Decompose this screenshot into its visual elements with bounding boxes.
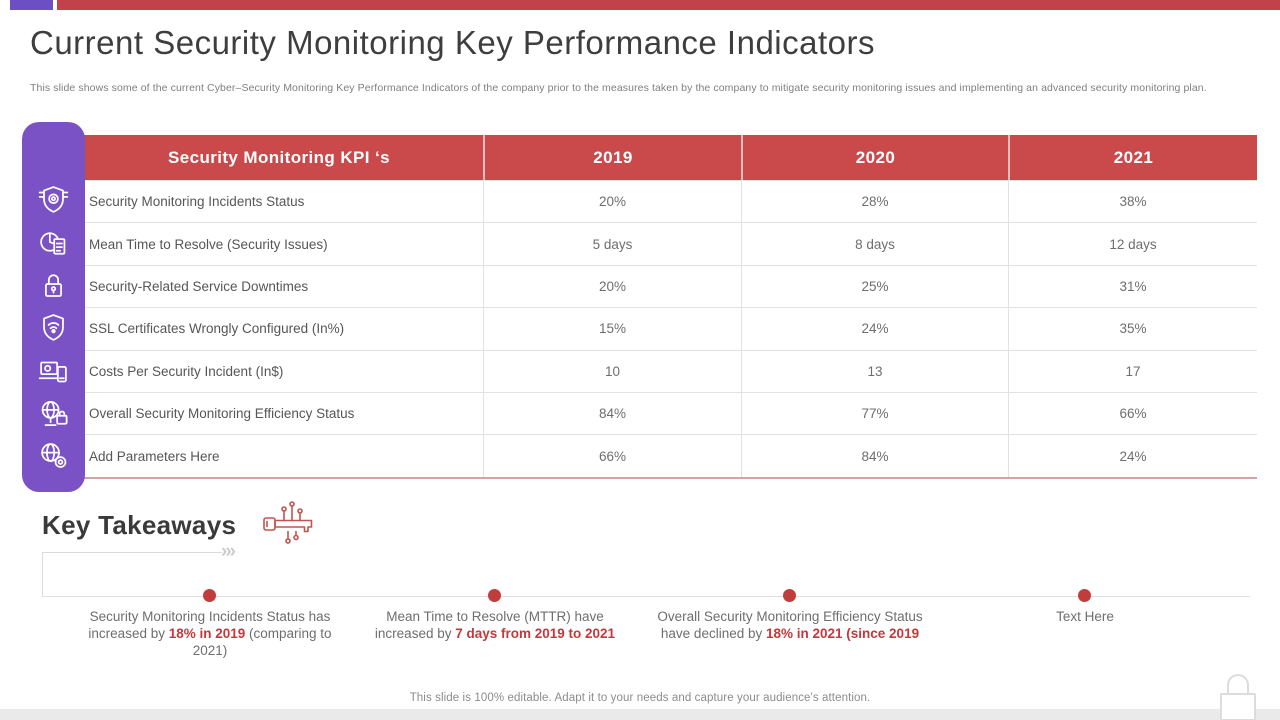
top-accent-purple xyxy=(10,0,53,10)
footer-note: This slide is 100% editable. Adapt it to… xyxy=(409,692,871,704)
kpi-value-2021: 38% xyxy=(1008,181,1257,223)
chevron-right-icon: ››› xyxy=(221,541,236,562)
kpi-table-header-2019: 2019 xyxy=(483,135,741,180)
table-row: Costs Per Security Incident (In$) 10 13 … xyxy=(75,349,1257,392)
kpi-value-2021: 66% xyxy=(1008,392,1257,435)
kpi-value-2019: 15% xyxy=(483,308,741,350)
kpi-label: SSL Certificates Wrongly Configured (In%… xyxy=(89,321,345,337)
timeline-dot xyxy=(488,589,501,602)
shield-wifi-icon xyxy=(43,314,64,341)
kpi-value-2021: 24% xyxy=(1008,435,1257,477)
kpi-value-2020: 8 days xyxy=(741,223,1008,265)
kpi-value-2020: 24% xyxy=(741,308,1008,350)
takeaways-left-line xyxy=(42,552,43,597)
timeline-dot xyxy=(1078,589,1091,602)
table-row: Security Monitoring Incidents Status 20%… xyxy=(75,180,1257,223)
takeaway-text: Security Monitoring Incidents Status has… xyxy=(88,609,331,641)
kpi-value-2021: 31% xyxy=(1008,265,1257,308)
kpi-table-header-name: Security Monitoring KPI ‘s xyxy=(168,147,390,167)
pie-chart-device-icon xyxy=(40,232,66,255)
slide-subtitle: This slide shows some of the current Cyb… xyxy=(30,82,1207,94)
kpi-label: Mean Time to Resolve (Security Issues) xyxy=(89,236,328,252)
padlock-icon xyxy=(45,274,62,297)
kpi-value-2020: 28% xyxy=(741,181,1008,223)
takeaways-arrow-line xyxy=(42,552,222,553)
kpi-value-2020: 13 xyxy=(741,350,1008,392)
kpi-table-header-2021: 2021 xyxy=(1008,135,1257,180)
kpi-value-2020: 84% xyxy=(741,435,1008,477)
laptop-phone-icon xyxy=(38,361,67,383)
globe-lock-icon xyxy=(41,400,68,427)
kpi-label: Security-Related Service Downtimes xyxy=(89,278,309,294)
globe-gear-icon xyxy=(41,443,67,468)
kpi-value-2019: 20% xyxy=(483,265,741,308)
kpi-value-2021: 12 days xyxy=(1008,223,1257,265)
kpi-value-2019: 20% xyxy=(483,181,741,223)
timeline-dot xyxy=(203,589,216,602)
kpi-value-2019: 84% xyxy=(483,392,741,435)
kpi-value-2019: 10 xyxy=(483,350,741,392)
page-title: Current Security Monitoring Key Performa… xyxy=(30,24,876,61)
key-takeaways-heading: Key Takeaways xyxy=(42,510,237,540)
kpi-label: Security Monitoring Incidents Status xyxy=(89,194,305,210)
takeaway-text: Mean Time to Resolve (MTTR) have increas… xyxy=(374,609,604,641)
table-row: Security-Related Service Downtimes 20% 2… xyxy=(75,264,1257,308)
takeaway-highlight: 18% in 2019 xyxy=(168,626,250,641)
circuit-key-icon xyxy=(263,501,313,544)
takeaway-highlight: 7 days from 2019 to 2021 xyxy=(455,626,616,641)
takeaway-highlight: 18% in 2021 (since 2019 xyxy=(765,626,920,641)
takeaway-text: Text Here xyxy=(1056,609,1114,624)
table-row: Mean Time to Resolve (Security Issues) 5… xyxy=(75,222,1257,265)
kpi-value-2019: 5 days xyxy=(483,223,741,265)
takeaway-item: Overall Security Monitoring Efficiency S… xyxy=(654,608,926,642)
table-row: Add Parameters Here 66% 84% 24% xyxy=(75,434,1257,477)
kpi-value-2021: 17 xyxy=(1008,350,1257,392)
takeaway-text: (comparing to 2021) xyxy=(192,626,332,658)
watermark-lock-icon xyxy=(1220,674,1256,720)
takeaway-item: Mean Time to Resolve (MTTR) have increas… xyxy=(359,608,631,642)
kpi-table-header-2020: 2020 xyxy=(741,135,1008,180)
table-row: SSL Certificates Wrongly Configured (In%… xyxy=(75,307,1257,350)
kpi-value-2020: 25% xyxy=(741,265,1008,308)
shield-gear-icon xyxy=(38,186,69,213)
timeline-dot xyxy=(783,589,796,602)
top-accent-red xyxy=(57,0,1280,10)
kpi-value-2021: 35% xyxy=(1008,308,1257,350)
bottom-bar xyxy=(0,709,1280,720)
kpi-table: Security Monitoring KPI ‘s 2019 2020 202… xyxy=(75,135,1257,479)
kpi-label: Costs Per Security Incident (In$) xyxy=(89,363,284,379)
takeaway-item: Text Here xyxy=(949,608,1221,625)
kpi-value-2020: 77% xyxy=(741,392,1008,435)
kpi-table-header-row: Security Monitoring KPI ‘s 2019 2020 202… xyxy=(75,135,1257,180)
kpi-value-2019: 66% xyxy=(483,435,741,477)
icon-sidebar xyxy=(22,122,85,492)
takeaways-timeline xyxy=(42,596,1250,597)
table-row: Overall Security Monitoring Efficiency S… xyxy=(75,391,1257,435)
kpi-label: Overall Security Monitoring Efficiency S… xyxy=(89,406,355,422)
takeaway-text: Overall Security Monitoring Efficiency S… xyxy=(657,609,923,641)
kpi-label: Add Parameters Here xyxy=(89,448,220,464)
takeaway-item: Security Monitoring Incidents Status has… xyxy=(74,608,346,659)
